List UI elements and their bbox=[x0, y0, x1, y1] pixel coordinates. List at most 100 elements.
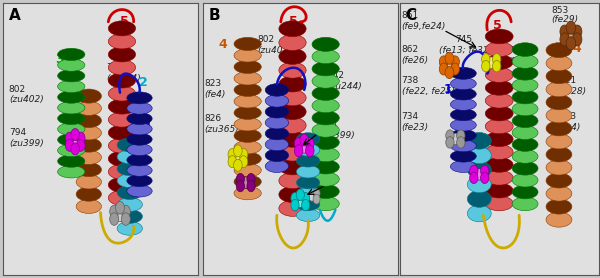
Ellipse shape bbox=[279, 90, 306, 106]
Ellipse shape bbox=[546, 199, 572, 214]
Ellipse shape bbox=[108, 138, 136, 153]
Ellipse shape bbox=[467, 176, 491, 193]
Circle shape bbox=[560, 25, 569, 38]
Ellipse shape bbox=[279, 35, 306, 51]
Ellipse shape bbox=[108, 73, 136, 88]
Text: 853: 853 bbox=[551, 6, 568, 14]
Ellipse shape bbox=[296, 198, 320, 211]
Ellipse shape bbox=[108, 190, 136, 205]
Circle shape bbox=[76, 139, 85, 151]
Ellipse shape bbox=[76, 187, 101, 201]
Circle shape bbox=[71, 136, 79, 148]
Circle shape bbox=[236, 173, 244, 185]
Ellipse shape bbox=[312, 172, 340, 186]
Text: 862: 862 bbox=[401, 45, 419, 54]
Ellipse shape bbox=[58, 59, 85, 71]
Ellipse shape bbox=[58, 91, 85, 103]
Ellipse shape bbox=[312, 135, 340, 150]
Text: 742: 742 bbox=[106, 63, 124, 72]
Ellipse shape bbox=[485, 80, 513, 95]
Circle shape bbox=[71, 143, 79, 155]
Ellipse shape bbox=[108, 177, 136, 192]
Ellipse shape bbox=[117, 174, 142, 188]
Text: 742: 742 bbox=[328, 71, 344, 80]
Text: 2: 2 bbox=[455, 120, 464, 133]
Circle shape bbox=[76, 132, 85, 144]
Text: 794: 794 bbox=[320, 120, 337, 129]
Ellipse shape bbox=[117, 210, 142, 223]
Ellipse shape bbox=[312, 74, 340, 88]
Ellipse shape bbox=[485, 196, 513, 211]
Ellipse shape bbox=[76, 199, 101, 214]
Ellipse shape bbox=[58, 123, 85, 135]
Ellipse shape bbox=[546, 82, 572, 97]
Ellipse shape bbox=[485, 158, 513, 172]
Ellipse shape bbox=[234, 83, 262, 96]
Ellipse shape bbox=[451, 98, 476, 110]
Ellipse shape bbox=[512, 54, 538, 68]
Ellipse shape bbox=[108, 34, 136, 49]
Ellipse shape bbox=[546, 108, 572, 123]
Ellipse shape bbox=[512, 126, 538, 140]
Ellipse shape bbox=[108, 86, 136, 101]
Circle shape bbox=[566, 37, 575, 50]
Ellipse shape bbox=[117, 150, 142, 164]
Ellipse shape bbox=[546, 160, 572, 175]
Text: 734: 734 bbox=[401, 112, 419, 121]
Circle shape bbox=[242, 177, 250, 188]
Ellipse shape bbox=[312, 197, 340, 211]
Text: (fe29): (fe29) bbox=[551, 15, 578, 24]
Ellipse shape bbox=[127, 175, 152, 187]
Circle shape bbox=[228, 156, 236, 168]
Ellipse shape bbox=[467, 191, 491, 207]
Ellipse shape bbox=[512, 197, 538, 211]
Ellipse shape bbox=[108, 112, 136, 127]
Circle shape bbox=[236, 180, 244, 192]
Circle shape bbox=[71, 128, 79, 140]
Ellipse shape bbox=[127, 133, 152, 145]
Ellipse shape bbox=[451, 150, 476, 162]
Ellipse shape bbox=[512, 162, 538, 175]
Circle shape bbox=[482, 60, 490, 72]
Ellipse shape bbox=[467, 132, 491, 149]
Ellipse shape bbox=[546, 95, 572, 110]
Ellipse shape bbox=[451, 67, 476, 79]
Circle shape bbox=[121, 205, 130, 218]
Ellipse shape bbox=[108, 99, 136, 114]
Ellipse shape bbox=[58, 155, 85, 167]
Ellipse shape bbox=[234, 175, 262, 188]
Ellipse shape bbox=[58, 70, 85, 82]
Ellipse shape bbox=[127, 123, 152, 135]
Ellipse shape bbox=[234, 187, 262, 200]
Ellipse shape bbox=[76, 89, 101, 103]
Ellipse shape bbox=[127, 144, 152, 156]
Ellipse shape bbox=[512, 114, 538, 128]
Ellipse shape bbox=[312, 37, 340, 51]
Ellipse shape bbox=[108, 21, 136, 36]
Text: 4: 4 bbox=[75, 108, 84, 121]
Circle shape bbox=[291, 192, 299, 204]
Ellipse shape bbox=[279, 62, 306, 78]
Ellipse shape bbox=[512, 66, 538, 80]
Ellipse shape bbox=[512, 90, 538, 104]
Text: 802: 802 bbox=[257, 36, 275, 44]
Ellipse shape bbox=[76, 150, 101, 165]
Ellipse shape bbox=[512, 185, 538, 199]
Text: 745: 745 bbox=[455, 36, 473, 44]
Ellipse shape bbox=[58, 134, 85, 146]
Ellipse shape bbox=[279, 118, 306, 133]
Ellipse shape bbox=[234, 37, 262, 51]
Ellipse shape bbox=[451, 140, 476, 152]
Ellipse shape bbox=[485, 55, 513, 70]
Ellipse shape bbox=[451, 88, 476, 100]
Circle shape bbox=[470, 172, 478, 183]
Ellipse shape bbox=[234, 60, 262, 73]
Circle shape bbox=[295, 138, 303, 150]
Ellipse shape bbox=[279, 48, 306, 64]
Circle shape bbox=[305, 145, 314, 157]
Text: (fe4): (fe4) bbox=[559, 123, 580, 132]
Circle shape bbox=[300, 141, 308, 153]
Ellipse shape bbox=[127, 154, 152, 166]
Circle shape bbox=[302, 192, 310, 204]
Ellipse shape bbox=[512, 173, 538, 187]
